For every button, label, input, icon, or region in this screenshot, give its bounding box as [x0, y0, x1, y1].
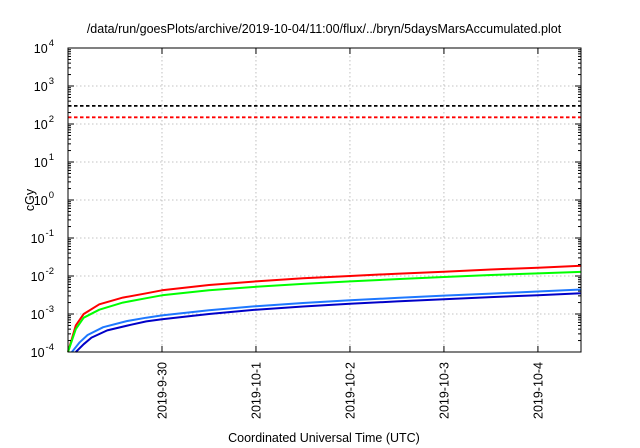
series-line: [75, 292, 582, 353]
y-tick-label: 104: [34, 38, 54, 56]
y-tick-label: 10-1: [31, 228, 54, 246]
series-layer: [67, 264, 582, 353]
y-tick-exponent: -4: [46, 342, 54, 353]
series-line: [67, 264, 582, 353]
y-tick-label: 10-4: [31, 342, 54, 360]
x-axis-label: Coordinated Universal Time (UTC): [228, 431, 420, 445]
y-axis-label: cGy: [23, 188, 37, 211]
series-line: [67, 270, 582, 353]
grid: [68, 48, 581, 352]
x-tick-labels: 2019-9-30 2019-10-1 2019-10-2 2019-10-3 2019…: [155, 362, 545, 419]
y-tick-label: 103: [34, 76, 54, 94]
series-line: [71, 288, 582, 353]
y-tick-exponent: 2: [49, 114, 54, 125]
y-tick-label: 102: [34, 114, 54, 132]
y-tick-exponent: -2: [46, 266, 54, 277]
y-tick-exponent: 0: [49, 190, 54, 201]
x-tick-label: 2019-10-2: [343, 362, 357, 419]
y-tick-exponent: -1: [46, 228, 54, 239]
y-tick-exponent: 3: [49, 76, 54, 87]
y-tick-label: 10-2: [31, 266, 54, 284]
x-tick-label: 2019-10-3: [437, 362, 451, 419]
y-tick-exponent: 4: [49, 38, 54, 49]
y-tick-exponent: -3: [46, 304, 54, 315]
y-tick-label: 10-3: [31, 304, 54, 322]
reference-lines: [68, 104, 581, 119]
x-tick-label: 2019-10-1: [249, 362, 263, 419]
y-tick-exponent: 1: [49, 152, 54, 163]
axis-ticks: [68, 47, 581, 353]
y-tick-label: 101: [34, 152, 54, 170]
x-tick-label: 2019-9-30: [155, 362, 169, 419]
chart-title: /data/run/goesPlots/archive/2019-10-04/1…: [87, 22, 562, 36]
x-tick-label: 2019-10-4: [531, 362, 545, 419]
